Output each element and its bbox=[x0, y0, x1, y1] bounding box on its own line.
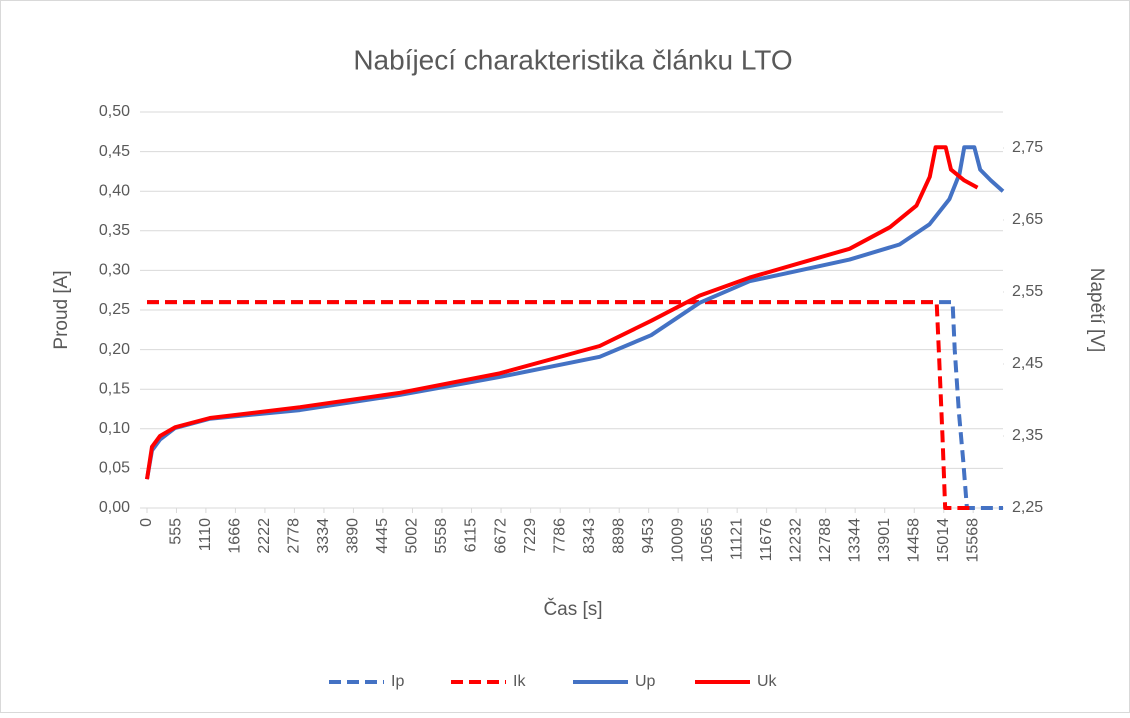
x-tick-label: 9453 bbox=[640, 518, 657, 554]
series-line bbox=[145, 145, 979, 480]
y-tick-label: 0,50 bbox=[99, 103, 130, 120]
x-tick-label: 1110 bbox=[197, 518, 214, 551]
series-line bbox=[147, 300, 975, 510]
x-tick-label: 12232 bbox=[787, 518, 804, 563]
x-tick-label: 0 bbox=[138, 518, 155, 527]
y-tick-label: 0,05 bbox=[99, 460, 130, 477]
y-tick-label: 0,20 bbox=[99, 341, 130, 358]
x-tick-label: 555 bbox=[168, 518, 185, 545]
y-axis-title: Proud [A] bbox=[51, 270, 72, 349]
x-tick-label: 3334 bbox=[315, 518, 332, 554]
x-tick-label: 15568 bbox=[964, 518, 981, 563]
x-tick-label: 6672 bbox=[492, 518, 509, 554]
y2-axis-title: Napětí [V] bbox=[1086, 268, 1107, 353]
y2-tick-label: 2,35 bbox=[1012, 427, 1043, 444]
x-tick-label: 2222 bbox=[256, 518, 273, 554]
x-tick-label: 8343 bbox=[581, 518, 598, 554]
y-tick-label: 0,25 bbox=[99, 301, 130, 318]
x-tick-label: 10009 bbox=[669, 518, 686, 563]
legend-label: Up bbox=[635, 673, 656, 690]
x-tick-label: 6115 bbox=[463, 518, 480, 553]
x-tick-label: 3890 bbox=[345, 518, 362, 554]
x-tick-label: 7786 bbox=[551, 518, 568, 554]
x-tick-label: 12788 bbox=[817, 518, 834, 563]
x-tick-label: 10565 bbox=[699, 518, 716, 563]
x-tick-label: 4445 bbox=[374, 518, 391, 554]
x-tick-label: 14458 bbox=[905, 518, 922, 563]
y2-tick-label: 2,55 bbox=[1012, 283, 1043, 300]
x-tick-label: 5002 bbox=[404, 518, 421, 554]
y2-tick-label: 2,45 bbox=[1012, 355, 1043, 372]
y-tick-label: 0,15 bbox=[99, 380, 130, 397]
y2-tick-label: 2,25 bbox=[1012, 499, 1043, 516]
x-tick-label: 7229 bbox=[522, 518, 539, 554]
y-tick-label: 0,30 bbox=[99, 262, 130, 279]
legend-label: Uk bbox=[757, 673, 778, 690]
y-tick-label: 0,35 bbox=[99, 222, 130, 239]
legend-label: Ip bbox=[391, 673, 404, 690]
y-tick-label: 0,45 bbox=[99, 143, 130, 160]
x-tick-label: 13901 bbox=[876, 518, 893, 563]
x-tick-label: 15014 bbox=[935, 518, 952, 563]
x-tick-label: 2778 bbox=[286, 518, 303, 554]
x-axis-title: Čas [s] bbox=[543, 598, 602, 620]
x-tick-label: 5558 bbox=[433, 518, 450, 554]
x-tick-label: 11121 bbox=[728, 518, 745, 560]
chart-title: Nabíjecí charakteristika článku LTO bbox=[353, 44, 792, 75]
y-tick-label: 0,00 bbox=[99, 499, 130, 516]
legend-label: Ik bbox=[513, 673, 526, 690]
y-tick-label: 0,10 bbox=[99, 420, 130, 437]
x-tick-label: 8898 bbox=[610, 518, 627, 554]
y-tick-label: 0,40 bbox=[99, 182, 130, 199]
y2-tick-label: 2,65 bbox=[1012, 211, 1043, 228]
x-tick-label: 13344 bbox=[846, 518, 863, 563]
x-tick-label: 1666 bbox=[227, 518, 244, 554]
y2-tick-label: 2,75 bbox=[1012, 139, 1043, 156]
x-tick-label: 11676 bbox=[758, 518, 775, 561]
